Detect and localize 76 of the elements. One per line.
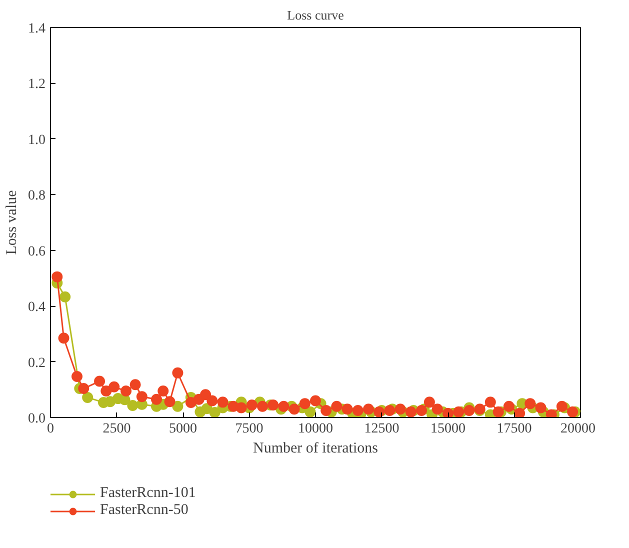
point — [352, 405, 364, 416]
chart-title: Loss curve — [287, 8, 344, 22]
y-tick-label: 1.2 — [28, 77, 46, 92]
point — [130, 379, 141, 390]
y-tick-label: 0.4 — [28, 300, 46, 316]
point — [394, 404, 406, 415]
x-tick-label: 10000 — [298, 422, 333, 436]
point — [405, 406, 416, 418]
x-axis-title: Number of iterations — [253, 440, 378, 456]
point — [453, 406, 464, 418]
point — [206, 395, 218, 406]
point — [164, 396, 176, 408]
point — [288, 404, 300, 415]
point — [304, 406, 316, 418]
point — [151, 394, 162, 405]
point — [100, 386, 112, 397]
point — [72, 371, 82, 382]
point — [257, 400, 268, 412]
x-tick-label: 15000 — [430, 422, 466, 436]
point — [503, 400, 514, 412]
point — [384, 405, 396, 416]
point — [416, 405, 427, 416]
y-tick-label: 0.0 — [28, 412, 46, 426]
point — [556, 400, 568, 412]
x-tick-label: 20000 — [560, 422, 596, 436]
point — [94, 376, 106, 387]
point — [342, 404, 353, 415]
y-tick-label: 1.4 — [28, 22, 46, 36]
point — [60, 291, 71, 302]
point — [492, 406, 504, 418]
point — [52, 271, 63, 282]
point — [374, 406, 385, 418]
point — [82, 392, 94, 403]
point — [535, 402, 546, 414]
point — [236, 402, 247, 414]
point — [278, 400, 290, 412]
point — [424, 396, 435, 408]
point — [331, 400, 342, 412]
point — [209, 406, 220, 418]
point — [514, 408, 526, 418]
point — [172, 400, 184, 412]
point — [363, 404, 374, 415]
point — [120, 386, 132, 397]
y-tick-label: 0.2 — [28, 356, 46, 371]
x-tick-label: 2500 — [102, 422, 131, 436]
point — [172, 367, 184, 378]
point — [442, 408, 454, 418]
point — [158, 386, 169, 397]
point — [127, 400, 138, 412]
y-tick-label: 0.6 — [28, 244, 46, 260]
y-tick-label: 1.0 — [28, 132, 46, 148]
point — [217, 396, 228, 408]
point — [524, 398, 536, 410]
point — [567, 406, 578, 418]
x-tick-label: 0 — [47, 422, 54, 436]
point — [320, 405, 332, 416]
x-tick-label: 7500 — [235, 422, 264, 436]
point — [484, 396, 496, 408]
point — [78, 383, 90, 394]
point — [58, 332, 70, 344]
x-tick-label: 17500 — [496, 422, 532, 436]
x-tick-label: 12500 — [364, 422, 400, 436]
point — [268, 399, 279, 410]
point — [464, 405, 475, 416]
legend-label: FasterRcnn-101 — [100, 485, 196, 502]
point — [200, 389, 212, 400]
point — [246, 399, 258, 410]
point — [310, 395, 321, 406]
x-tick-label: 5000 — [169, 422, 197, 436]
y-tick-label: 0.8 — [28, 188, 46, 204]
y-axis-title: Loss value — [4, 190, 20, 255]
point — [432, 404, 443, 415]
point — [299, 398, 310, 410]
point — [108, 381, 120, 392]
point — [136, 391, 148, 402]
legend-label: FasterRcnn-50 — [100, 502, 188, 519]
